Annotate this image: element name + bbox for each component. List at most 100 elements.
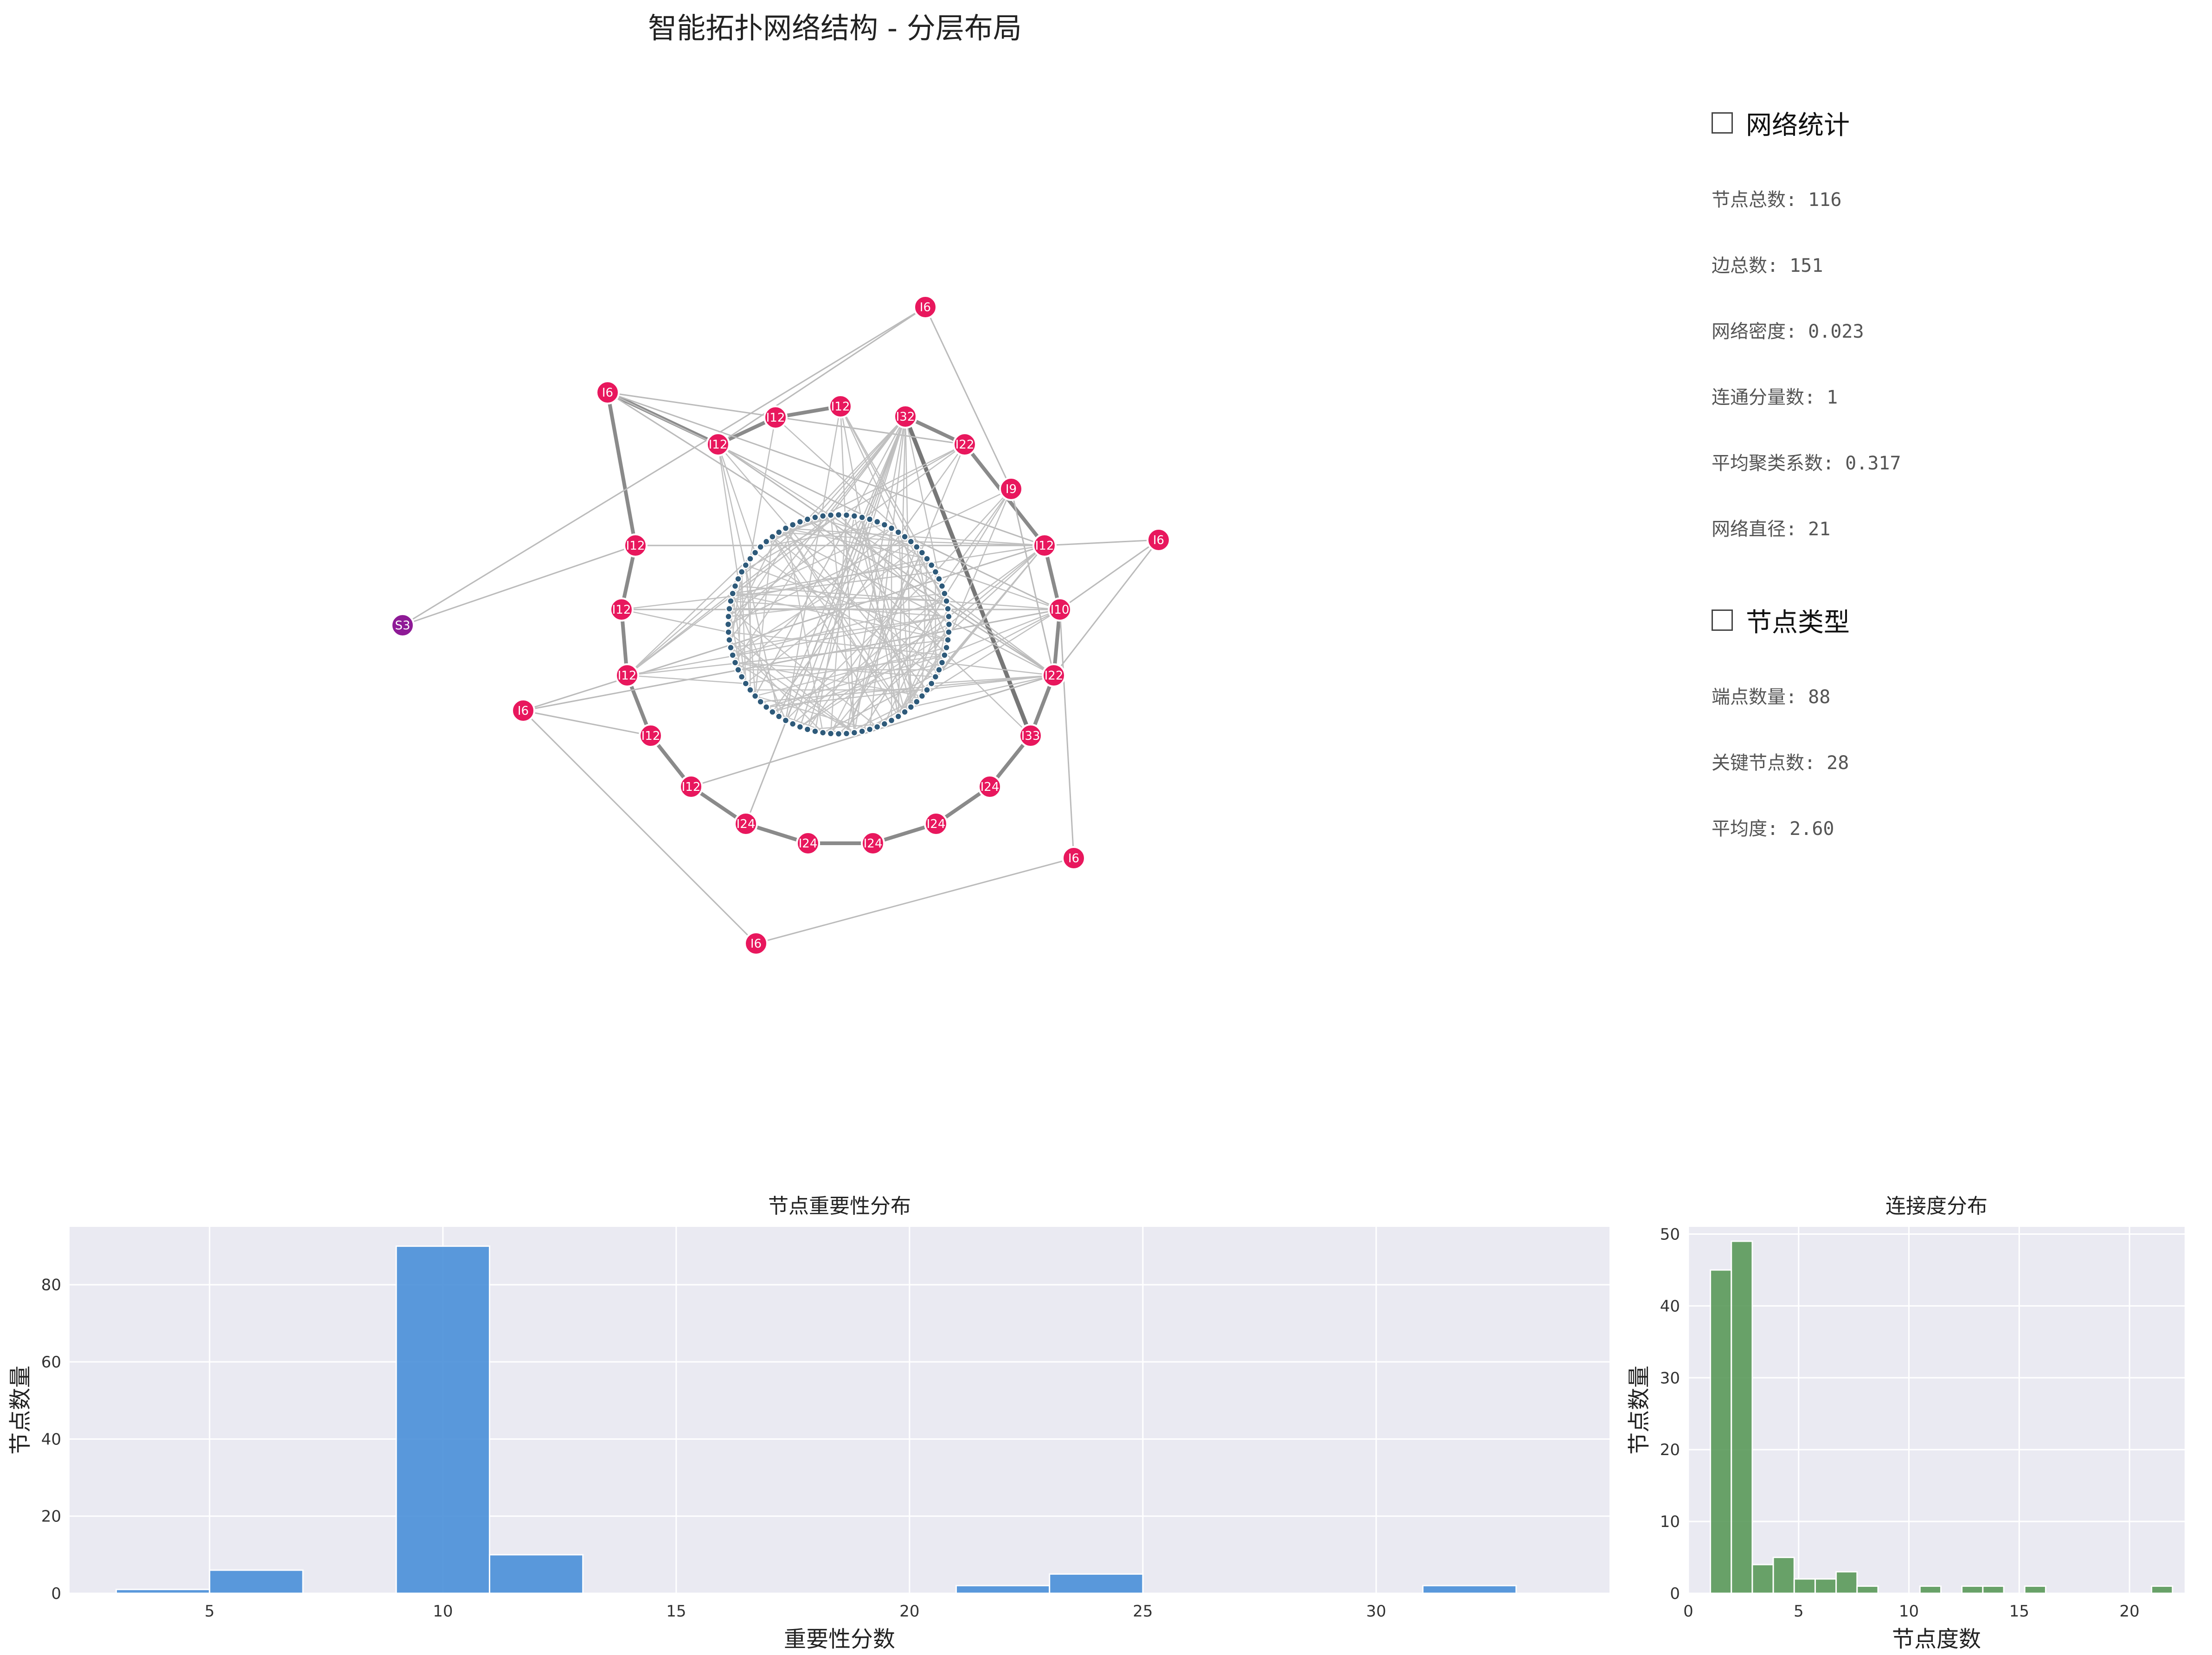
- endpoint-node: [757, 698, 764, 706]
- histogram-bar: [2024, 1585, 2046, 1594]
- network-edge: [898, 532, 912, 707]
- x-tick-label: 0: [1683, 1602, 1693, 1621]
- key-node: [615, 663, 639, 687]
- network-edge: [1044, 539, 1159, 546]
- endpoint-node: [873, 723, 881, 731]
- y-tick-label: 10: [1660, 1513, 1680, 1531]
- node-label: I22: [955, 438, 975, 452]
- network-edge: [942, 662, 1054, 676]
- endpoint-node: [887, 716, 896, 725]
- network-edge: [830, 593, 945, 734]
- y-tick-label: 20: [1660, 1441, 1680, 1459]
- node-label: I24: [864, 837, 883, 851]
- node-label: I12: [1035, 539, 1054, 553]
- endpoint-node: [850, 729, 859, 737]
- node-label: I12: [831, 400, 850, 414]
- network-edge: [766, 674, 1054, 708]
- y-tick-label: 60: [41, 1353, 61, 1372]
- key-node: [706, 432, 730, 456]
- endpoint-node: [746, 555, 754, 563]
- stat-node-count: 节点总数: 116: [1712, 189, 1842, 211]
- endpoint-node: [725, 636, 733, 644]
- network-edge: [741, 443, 965, 572]
- key-node: [828, 394, 853, 418]
- endpoint-node: [873, 518, 881, 526]
- endpoint-node: [734, 666, 742, 674]
- network-edge: [1010, 488, 1055, 676]
- endpoint-node: [931, 568, 940, 576]
- endpoint-node: [789, 720, 797, 728]
- network-edge: [785, 528, 905, 712]
- network-edge: [840, 406, 899, 717]
- endpoint-node: [725, 628, 732, 636]
- endpoint-node: [796, 518, 804, 526]
- key-node: [1062, 846, 1086, 870]
- endpoint-node: [811, 727, 819, 735]
- endpoint-node: [742, 680, 750, 687]
- network-edge: [807, 519, 1031, 736]
- endpoint-node: [866, 515, 874, 523]
- endpoint-node: [782, 716, 790, 725]
- node-label: I6: [750, 937, 762, 951]
- endpoint-node: [751, 549, 759, 557]
- network-edge: [717, 444, 780, 717]
- network-edge: [910, 674, 1054, 708]
- plot-area: [1688, 1227, 2185, 1593]
- node-label: I32: [896, 410, 915, 424]
- key-node: [893, 404, 917, 429]
- endpoint-node: [858, 727, 866, 735]
- histogram-bar: [395, 1245, 490, 1594]
- network-edge: [924, 307, 1012, 489]
- node-label: I33: [1021, 729, 1040, 743]
- network-edge: [717, 444, 739, 579]
- histogram-bar: [1835, 1571, 1858, 1594]
- key-node: [913, 295, 937, 319]
- network-edge: [775, 417, 911, 542]
- network-edge: [755, 647, 947, 697]
- x-axis-label: 重要性分数: [784, 1626, 895, 1652]
- network-edge: [935, 488, 1012, 572]
- x-tick-label: 20: [899, 1602, 919, 1621]
- network-edge: [947, 488, 1012, 641]
- histogram-bar: [1731, 1240, 1753, 1594]
- endpoint-node: [894, 528, 902, 536]
- endpoint-node: [944, 605, 952, 613]
- network-edge: [728, 631, 855, 733]
- chart-subtitle: 节点重要性分布: [768, 1194, 911, 1218]
- network-edge: [729, 608, 878, 728]
- key-node: [639, 724, 663, 748]
- network-edge: [931, 564, 1060, 610]
- network-edge: [627, 552, 756, 676]
- stat-clustering: 平均聚类系数: 0.317: [1712, 453, 1901, 474]
- endpoint-node: [894, 712, 902, 720]
- histogram-bar: [209, 1569, 304, 1594]
- endpoint-node: [918, 692, 926, 700]
- key-node: [391, 613, 415, 637]
- histogram-bar: [1961, 1585, 1984, 1594]
- network-edge: [729, 639, 824, 733]
- key-node: [1042, 663, 1066, 687]
- endpoint-node: [923, 555, 931, 563]
- key-node: [1032, 533, 1057, 558]
- endpoint-node: [923, 686, 931, 694]
- endpoint-node: [796, 723, 804, 731]
- key-node: [1019, 724, 1043, 748]
- network-edge: [904, 416, 912, 707]
- key-node: [623, 533, 648, 558]
- key-node: [596, 380, 620, 404]
- x-tick-label: 5: [205, 1602, 215, 1621]
- endpoint-node: [850, 512, 859, 520]
- node-label: I12: [618, 669, 637, 683]
- endpoint-node: [945, 612, 953, 621]
- network-stats-list: 节点总数: 116 边总数: 151 网络密度: 0.023 连通分量数: 1 …: [1712, 167, 2175, 562]
- network-edge: [778, 532, 1054, 676]
- y-tick-label: 0: [51, 1584, 61, 1603]
- endpoint-node: [827, 511, 835, 519]
- network-edge: [755, 552, 936, 678]
- node-label: I12: [626, 539, 645, 553]
- endpoint-node: [945, 620, 953, 629]
- histogram-bar: [1710, 1269, 1732, 1594]
- network-edge: [606, 392, 637, 546]
- network-edge: [807, 416, 906, 730]
